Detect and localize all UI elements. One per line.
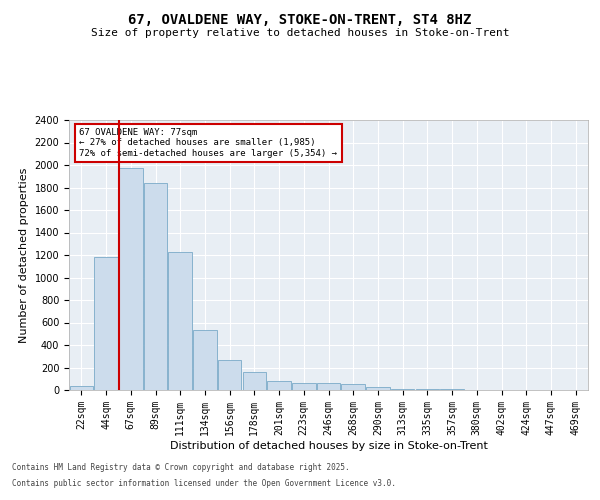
Bar [119, 168, 143, 390]
Bar [193, 330, 217, 390]
Text: Contains public sector information licensed under the Open Government Licence v3: Contains public sector information licen… [12, 478, 396, 488]
Bar [218, 360, 241, 390]
Bar [292, 383, 316, 390]
X-axis label: Distribution of detached houses by size in Stoke-on-Trent: Distribution of detached houses by size … [170, 440, 487, 450]
Bar [366, 386, 389, 390]
Bar [416, 389, 439, 390]
Bar [341, 384, 365, 390]
Bar [169, 252, 192, 390]
Bar [317, 383, 340, 390]
Bar [94, 257, 118, 390]
Bar [242, 372, 266, 390]
Bar [268, 381, 291, 390]
Text: 67, OVALDENE WAY, STOKE-ON-TRENT, ST4 8HZ: 67, OVALDENE WAY, STOKE-ON-TRENT, ST4 8H… [128, 12, 472, 26]
Y-axis label: Number of detached properties: Number of detached properties [19, 168, 29, 342]
Bar [70, 386, 93, 390]
Text: Contains HM Land Registry data © Crown copyright and database right 2025.: Contains HM Land Registry data © Crown c… [12, 464, 350, 472]
Bar [144, 183, 167, 390]
Bar [391, 389, 415, 390]
Text: 67 OVALDENE WAY: 77sqm
← 27% of detached houses are smaller (1,985)
72% of semi-: 67 OVALDENE WAY: 77sqm ← 27% of detached… [79, 128, 337, 158]
Text: Size of property relative to detached houses in Stoke-on-Trent: Size of property relative to detached ho… [91, 28, 509, 38]
